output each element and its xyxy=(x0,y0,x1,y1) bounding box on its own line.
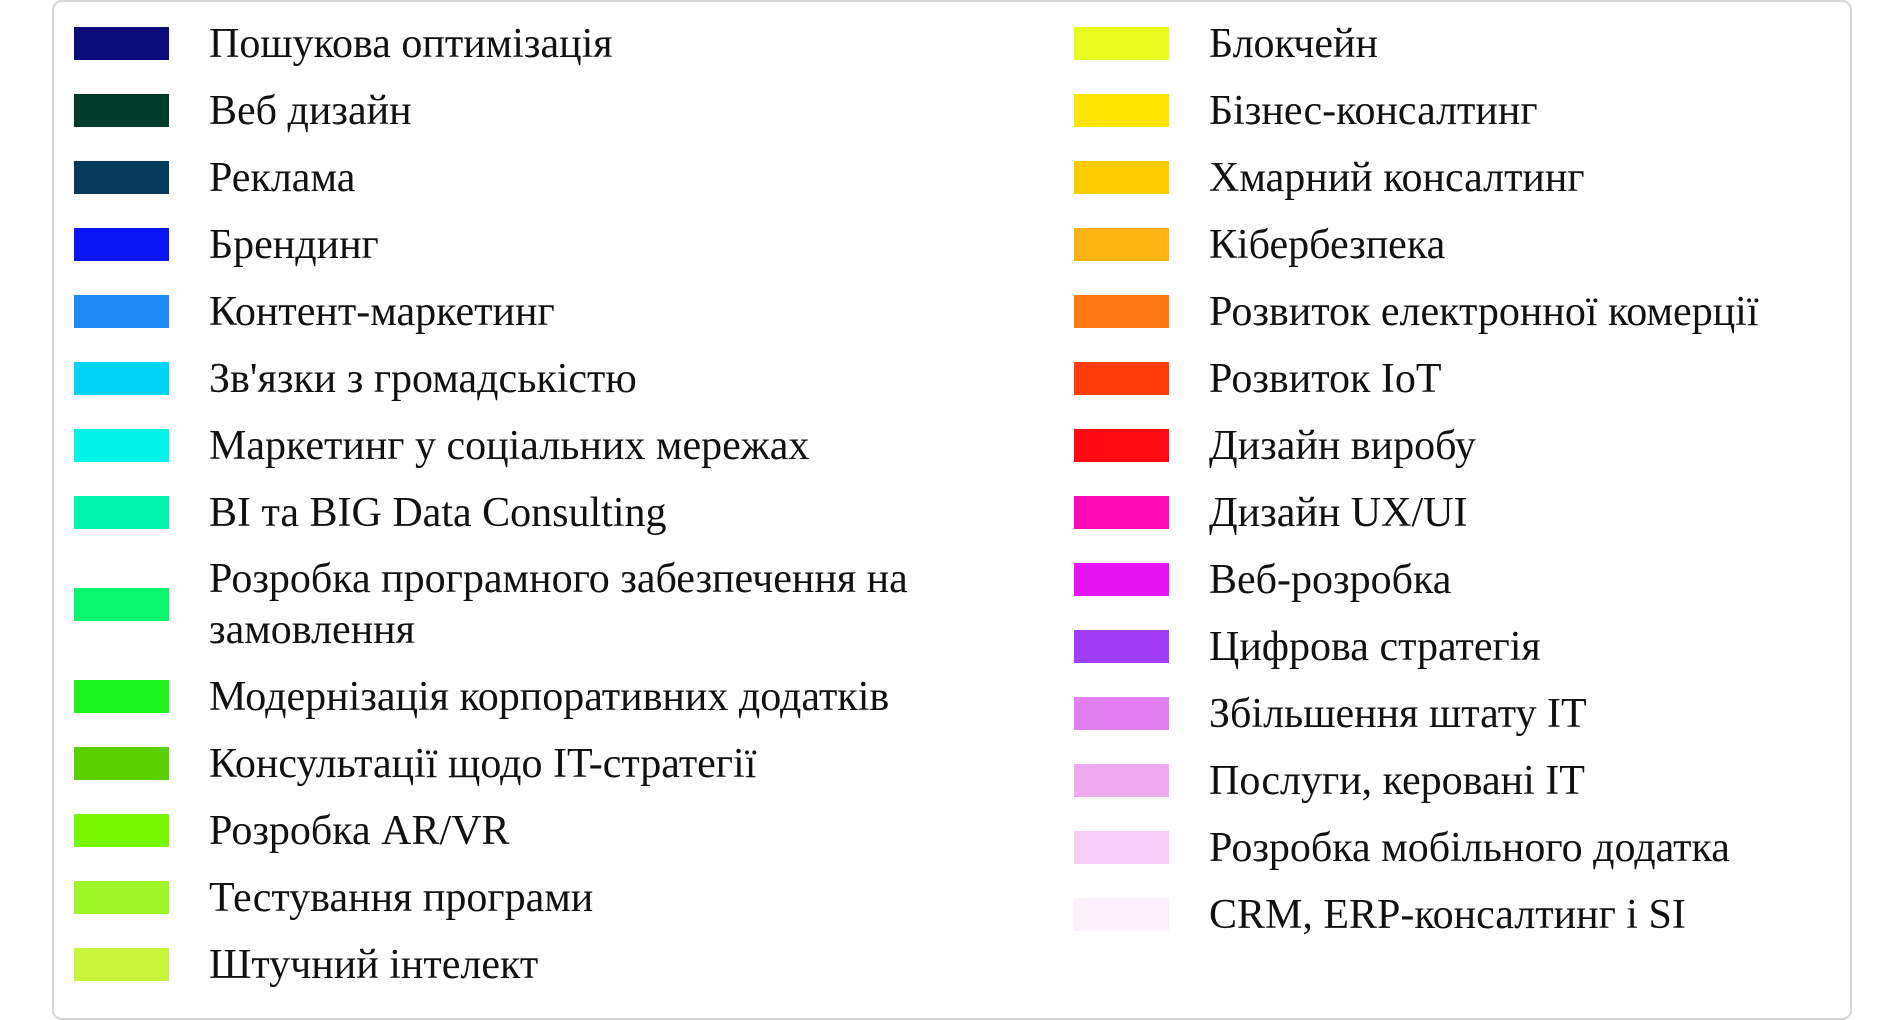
legend-item: Веб дизайн xyxy=(74,77,412,144)
legend-label: Бізнес-консалтинг xyxy=(1209,87,1538,134)
legend-swatch xyxy=(74,161,169,194)
legend-item: Розробка мобільного додатка xyxy=(1074,814,1730,881)
legend-label: Дизайн виробу xyxy=(1209,422,1476,469)
legend-item: Хмарний консалтинг xyxy=(1074,144,1585,211)
legend-label: Цифрова стратегія xyxy=(1209,623,1541,670)
legend-swatch xyxy=(74,680,169,713)
legend-label: Пошукова оптимізація xyxy=(209,20,613,67)
legend-swatch xyxy=(74,295,169,328)
legend-label: BI та BIG Data Consulting xyxy=(209,489,667,536)
legend-label: Збільшення штату IT xyxy=(1209,690,1587,737)
legend-item: Дизайн UX/UI xyxy=(1074,479,1467,546)
legend-swatch xyxy=(1074,563,1169,596)
legend-swatch xyxy=(1074,898,1169,931)
legend-label: Контент-маркетинг xyxy=(209,288,555,335)
legend-item: Блокчейн xyxy=(1074,10,1378,77)
legend-swatch xyxy=(74,948,169,981)
legend-label: Розвиток IoT xyxy=(1209,355,1442,402)
legend-swatch xyxy=(1074,697,1169,730)
legend-item: Веб-розробка xyxy=(1074,546,1451,613)
legend-item: BI та BIG Data Consulting xyxy=(74,479,667,546)
legend-label: Кібербезпека xyxy=(1209,221,1446,268)
legend-item: Послуги, керовані IT xyxy=(1074,747,1585,814)
legend-label: Послуги, керовані IT xyxy=(1209,757,1585,804)
legend-swatch xyxy=(1074,429,1169,462)
legend-item: Кібербезпека xyxy=(1074,211,1445,278)
legend-label: Дизайн UX/UI xyxy=(1209,489,1468,536)
legend-item: Пошукова оптимізація xyxy=(74,10,613,77)
legend-item: Розробка програмного забезпечення на зам… xyxy=(74,546,989,663)
legend-label: Зв'язки з громадськістю xyxy=(209,355,637,402)
legend-label: Маркетинг у соціальних мережах xyxy=(209,422,810,469)
legend-swatch xyxy=(1074,161,1169,194)
legend-label: Модернізація корпоративних додатків xyxy=(209,673,890,720)
legend-swatch xyxy=(1074,831,1169,864)
legend-swatch xyxy=(1074,94,1169,127)
legend-item: Консультації щодо IT-стратегії xyxy=(74,730,756,797)
legend-swatch xyxy=(74,94,169,127)
legend-label: Розвиток електронної комерції xyxy=(1209,288,1759,335)
legend-item: Зв'язки з громадськістю xyxy=(74,345,637,412)
legend-item: Брендинг xyxy=(74,211,379,278)
legend-item: Розвиток IoT xyxy=(1074,345,1442,412)
legend-label: Розробка програмного забезпечення на зам… xyxy=(209,555,908,653)
legend-item: Розробка AR/VR xyxy=(74,797,510,864)
legend-label: Веб дизайн xyxy=(209,87,412,134)
legend-swatch xyxy=(74,429,169,462)
legend-item: Модернізація корпоративних додатків xyxy=(74,663,889,730)
legend-swatch xyxy=(1074,764,1169,797)
legend-swatch xyxy=(74,362,169,395)
legend-swatch xyxy=(1074,295,1169,328)
legend-label: Блокчейн xyxy=(1209,20,1379,67)
legend-label: Консультації щодо IT-стратегії xyxy=(209,740,757,787)
legend-item: Збільшення штату IT xyxy=(1074,680,1587,747)
legend-item: Реклама xyxy=(74,144,355,211)
legend-swatch xyxy=(1074,27,1169,60)
legend-swatch xyxy=(74,27,169,60)
legend-label: Тестування програми xyxy=(209,874,594,921)
legend-item: Бізнес-консалтинг xyxy=(1074,77,1538,144)
legend-item: Штучний інтелект xyxy=(74,931,538,998)
legend-swatch xyxy=(74,588,169,621)
legend-label: Хмарний консалтинг xyxy=(1209,154,1585,201)
legend-item: Цифрова стратегія xyxy=(1074,613,1541,680)
legend-swatch xyxy=(74,881,169,914)
legend-label: Розробка AR/VR xyxy=(209,807,510,854)
legend-label: Розробка мобільного додатка xyxy=(1209,824,1730,871)
legend-swatch xyxy=(74,496,169,529)
legend-label: Штучний інтелект xyxy=(209,941,539,988)
legend-item: Маркетинг у соціальних мережах xyxy=(74,412,809,479)
legend-item: Контент-маркетинг xyxy=(74,278,555,345)
legend-item: CRM, ERP-консалтинг і SI xyxy=(1074,881,1686,948)
legend-label: Реклама xyxy=(209,154,356,201)
legend-swatch xyxy=(74,228,169,261)
chart-legend: Пошукова оптимізація Веб дизайн Реклама Бре… xyxy=(52,0,1852,1020)
legend-swatch xyxy=(74,747,169,780)
legend-swatch xyxy=(1074,630,1169,663)
legend-swatch xyxy=(1074,362,1169,395)
legend-label: Веб-розробка xyxy=(1209,556,1452,603)
legend-item: Розвиток електронної комерції xyxy=(1074,278,1759,345)
legend-label: CRM, ERP-консалтинг і SI xyxy=(1209,891,1686,938)
legend-item: Тестування програми xyxy=(74,864,593,931)
legend-label: Брендинг xyxy=(209,221,379,268)
legend-swatch xyxy=(1074,228,1169,261)
legend-swatch xyxy=(74,814,169,847)
legend-swatch xyxy=(1074,496,1169,529)
legend-item: Дизайн виробу xyxy=(1074,412,1476,479)
